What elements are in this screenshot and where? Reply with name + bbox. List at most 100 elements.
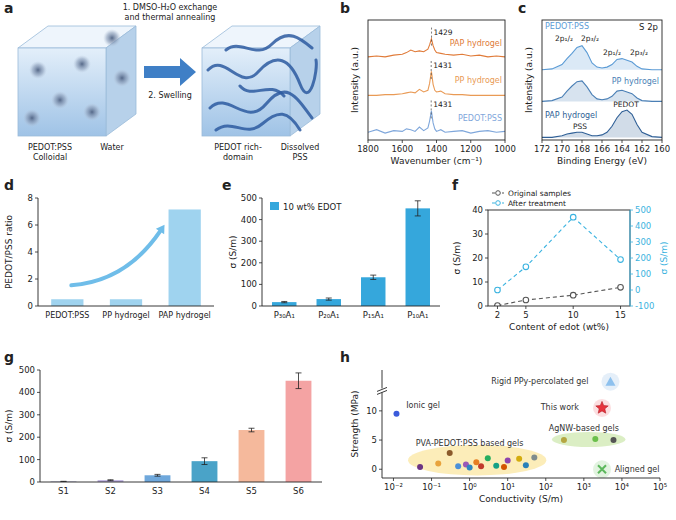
area xyxy=(542,110,662,137)
y-tick-label: 4 xyxy=(28,247,33,257)
x-tick xyxy=(497,306,498,309)
x-axis-title: Conductivity (S/m) xyxy=(479,494,563,504)
annotation: Aligned gel xyxy=(615,465,660,474)
x-tick-label: 168 xyxy=(574,144,590,154)
point xyxy=(531,455,537,461)
x-tick-label: 10⁰ xyxy=(462,482,477,492)
y-tick xyxy=(630,258,633,259)
trend-arrow xyxy=(71,231,160,285)
x-tick-label: 1800 xyxy=(357,144,379,154)
category-label: S3 xyxy=(152,486,163,496)
x-tick-label: 164 xyxy=(614,144,630,154)
point xyxy=(447,450,453,456)
peak-line xyxy=(431,100,432,119)
legend-label: 10 wt% EDOT xyxy=(283,202,342,212)
x-axis xyxy=(40,482,322,483)
plot-area xyxy=(542,46,662,138)
x-tick xyxy=(505,140,506,143)
y-tick-label: 0 xyxy=(28,301,33,311)
y-axis-title: Intensity (a.u.) xyxy=(350,47,360,113)
cube xyxy=(18,26,136,136)
x-tick xyxy=(573,306,574,309)
error-bar xyxy=(296,373,302,389)
schematic-label: Water xyxy=(100,143,124,152)
y-tick xyxy=(259,306,262,307)
y-tick xyxy=(630,242,633,243)
error-bar xyxy=(281,301,287,302)
area xyxy=(542,46,662,70)
spectrum-line xyxy=(368,39,505,57)
x-tick xyxy=(602,140,603,143)
error-bar xyxy=(370,275,376,279)
peak-line xyxy=(431,61,432,80)
x-tick xyxy=(507,478,508,481)
y-tick-label: 300 xyxy=(635,237,651,247)
error-bar xyxy=(108,479,114,481)
y-axis-title: σ (S/m) xyxy=(4,409,14,442)
colloid xyxy=(23,109,41,127)
x-tick-label: 1000 xyxy=(494,144,516,154)
frame xyxy=(368,20,505,140)
y-tick-label: 5 xyxy=(372,435,377,445)
y-tick xyxy=(379,440,382,441)
y-tick xyxy=(259,198,262,199)
annotation: Rigid PPy-percolated gel xyxy=(491,377,588,386)
plot-area xyxy=(368,39,505,133)
y-tick-label: 100 xyxy=(19,455,35,465)
spectrum-line xyxy=(542,110,662,137)
trend-arrow-head xyxy=(156,225,165,234)
annotation: 2p₃/₂ xyxy=(581,34,599,43)
y-tick-label: 200 xyxy=(241,258,257,268)
x-tick-label: 10¹ xyxy=(501,482,515,492)
category-label: P₂₀A₁ xyxy=(318,310,339,320)
region xyxy=(593,460,611,478)
colloid xyxy=(73,55,91,73)
series-label: PP hydrogel xyxy=(455,76,502,85)
y-tick xyxy=(630,290,633,291)
annotation: 2p₁/₂ xyxy=(603,48,621,57)
bar xyxy=(110,299,142,306)
x-tick-label: 10³ xyxy=(577,482,591,492)
point xyxy=(523,297,529,303)
y-tick-label: 400 xyxy=(19,387,35,397)
y-tick xyxy=(259,262,262,263)
annotation: PVA-PEDOT:PSS based gels xyxy=(416,439,524,448)
y-tick xyxy=(37,437,40,438)
schematic-label: PEDOT:PSS xyxy=(28,143,72,152)
plot-area xyxy=(51,209,201,306)
series-line xyxy=(498,217,621,290)
y2-axis-title: σ (S/m) xyxy=(659,241,669,274)
x-tick xyxy=(545,478,546,481)
y-tick-label: 10 xyxy=(472,277,483,287)
frame xyxy=(542,20,662,140)
category-label: PAP hydrogel xyxy=(159,311,211,320)
point xyxy=(485,455,491,461)
point xyxy=(618,284,624,290)
point xyxy=(473,459,479,465)
y-tick xyxy=(37,459,40,460)
panel-letter: b xyxy=(340,0,350,16)
x-tick-label: 160 xyxy=(654,144,670,154)
x-tick-label: 170 xyxy=(554,144,570,154)
panel-letter: d xyxy=(4,177,14,193)
category-label: S6 xyxy=(293,486,304,496)
x-tick-label: 1200 xyxy=(460,144,482,154)
category-label: PEDOT:PSS xyxy=(45,311,89,320)
colloid xyxy=(51,91,69,109)
x-axis xyxy=(382,478,660,479)
legend-label: Original samples xyxy=(508,189,571,198)
y-tick-label: 8 xyxy=(28,193,33,203)
y-tick xyxy=(35,306,38,307)
y-tick-label: 20 xyxy=(472,253,483,263)
error-bar xyxy=(202,458,208,465)
plot-area xyxy=(272,201,430,306)
bar xyxy=(169,209,201,306)
annotation: 2p₁/₂ xyxy=(555,34,573,43)
y-tick xyxy=(379,410,382,411)
schematic-label: PSS xyxy=(293,153,308,162)
point xyxy=(618,257,624,263)
pedot-domain xyxy=(226,36,312,50)
point xyxy=(592,436,598,442)
point xyxy=(570,214,576,220)
y-tick-label: 0 xyxy=(252,301,257,311)
